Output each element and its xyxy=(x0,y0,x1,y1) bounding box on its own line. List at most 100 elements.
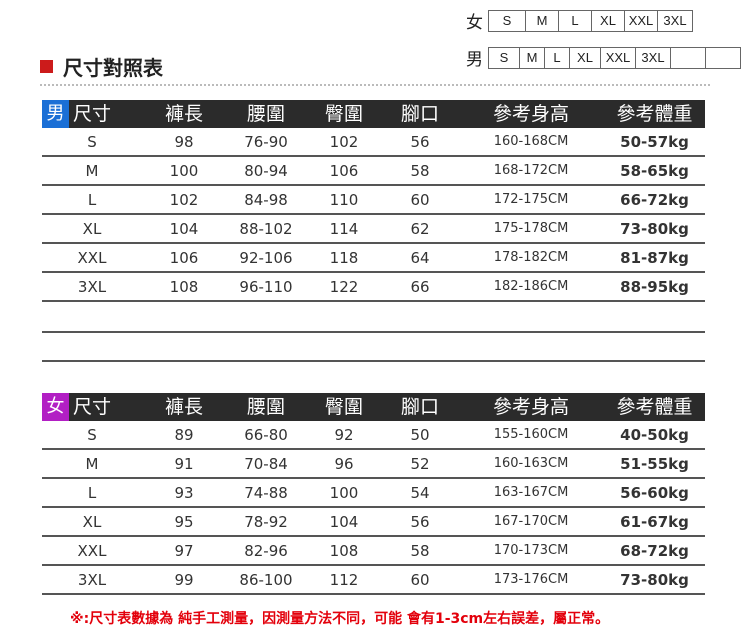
size-box: L xyxy=(559,10,592,31)
table-cell: 3XL xyxy=(77,570,107,589)
size-box: L xyxy=(545,47,570,68)
table-cell: 102 xyxy=(169,190,199,209)
column-header: 尺寸 xyxy=(72,103,111,125)
men-legend-label: 男 xyxy=(466,50,483,70)
table-cell: 84-98 xyxy=(244,190,288,209)
column-header: 腰圍 xyxy=(246,396,285,418)
table-row: S 89 66-80 92 50 155-160CM 40-50kg xyxy=(42,421,705,450)
table-cell: 56 xyxy=(410,512,430,531)
column-header: 臀圍 xyxy=(324,396,363,418)
table-cell: 160-168CM xyxy=(493,134,569,149)
women-size-legend: 女 S M L XL XXL 3XL xyxy=(466,8,693,33)
title-square-icon xyxy=(40,60,53,73)
table-cell: 93 xyxy=(174,483,194,502)
column-header: 參考體重 xyxy=(616,103,693,125)
table-cell: 61-67kg xyxy=(620,512,689,531)
table-cell: 167-170CM xyxy=(493,514,569,529)
table-cell: 114 xyxy=(329,219,359,238)
column-header: 腳口 xyxy=(400,103,439,125)
table-cell: 96-110 xyxy=(239,277,293,296)
table-cell: 56-60kg xyxy=(620,483,689,502)
table-cell: 60 xyxy=(410,570,430,589)
table-cell: 51-55kg xyxy=(620,454,689,473)
table-cell: 108 xyxy=(329,541,359,560)
table-cell: 40-50kg xyxy=(620,425,689,444)
table-cell: 62 xyxy=(410,219,430,238)
column-header: 腰圍 xyxy=(246,103,285,125)
table-cell: 81-87kg xyxy=(620,248,689,267)
table-cell: 80-94 xyxy=(244,161,288,180)
table-row: L 102 84-98 110 60 172-175CM 66-72kg xyxy=(42,186,705,215)
men-table-header: 男 尺寸 褲長 腰圍 臀圍 腳口 參考身高 參考體重 xyxy=(42,100,705,128)
men-size-legend: 男 S M L XL XXL 3XL xyxy=(466,45,741,70)
table-cell: 97 xyxy=(174,541,194,560)
table-cell: 182-186CM xyxy=(493,279,569,294)
women-legend-label: 女 xyxy=(466,13,483,33)
column-header: 尺寸 xyxy=(72,396,111,418)
size-box xyxy=(671,47,706,68)
table-cell: 170-173CM xyxy=(493,543,569,558)
size-box: M xyxy=(520,47,545,68)
table-cell: 100 xyxy=(169,161,199,180)
table-cell: 110 xyxy=(329,190,359,209)
men-tag: 男 xyxy=(42,100,69,128)
table-cell: 98 xyxy=(174,132,194,151)
size-box: XXL xyxy=(625,10,658,31)
table-row: XL 104 88-102 114 62 175-178CM 73-80kg xyxy=(42,215,705,244)
table-cell: 102 xyxy=(329,132,359,151)
table-cell: 74-88 xyxy=(244,483,288,502)
table-cell: 3XL xyxy=(77,277,107,296)
size-box: S xyxy=(489,47,520,68)
table-cell: 54 xyxy=(410,483,430,502)
table-row: XXL 106 92-106 118 64 178-182CM 81-87kg xyxy=(42,244,705,273)
table-cell: 66-80 xyxy=(244,425,288,444)
women-size-boxes: S M L XL XXL 3XL xyxy=(488,9,693,32)
table-cell: 78-92 xyxy=(244,512,288,531)
column-header: 腳口 xyxy=(400,396,439,418)
page-title: 尺寸對照表 xyxy=(40,52,163,81)
size-box xyxy=(706,48,740,68)
table-row: S 98 76-90 102 56 160-168CM 50-57kg xyxy=(42,128,705,157)
table-cell: 92-106 xyxy=(239,248,293,267)
table-cell: 92 xyxy=(334,425,354,444)
table-row: 3XL 108 96-110 122 66 182-186CM 88-95kg xyxy=(42,273,705,302)
column-header: 參考身高 xyxy=(492,103,569,125)
table-row: 3XL 99 86-100 112 60 173-176CM 73-80kg xyxy=(42,566,705,595)
table-cell: 56 xyxy=(410,132,430,151)
table-cell: XL xyxy=(82,512,102,531)
table-cell: S xyxy=(87,425,97,444)
table-cell: 89 xyxy=(174,425,194,444)
size-box: XXL xyxy=(601,47,636,68)
table-cell: 64 xyxy=(410,248,430,267)
table-cell: 73-80kg xyxy=(620,570,689,589)
table-cell: XL xyxy=(82,219,102,238)
men-size-boxes: S M L XL XXL 3XL xyxy=(488,46,741,69)
table-cell: 70-84 xyxy=(244,454,288,473)
table-cell: 168-172CM xyxy=(493,163,569,178)
table-row: M 100 80-94 106 58 168-172CM 58-65kg xyxy=(42,157,705,186)
table-cell: L xyxy=(87,483,97,502)
table-cell: 100 xyxy=(329,483,359,502)
divider-line xyxy=(42,331,705,333)
table-cell: 163-167CM xyxy=(493,485,569,500)
table-cell: 112 xyxy=(329,570,359,589)
size-box: S xyxy=(489,10,526,31)
size-box: XL xyxy=(570,47,601,68)
table-cell: 58 xyxy=(410,541,430,560)
table-cell: 88-95kg xyxy=(620,277,689,296)
table-cell: 108 xyxy=(169,277,199,296)
size-box: XL xyxy=(592,10,625,31)
table-cell: 88-102 xyxy=(239,219,293,238)
table-cell: 73-80kg xyxy=(620,219,689,238)
table-cell: 86-100 xyxy=(239,570,293,589)
table-cell: XXL xyxy=(77,248,107,267)
dotted-divider xyxy=(40,84,710,86)
table-cell: M xyxy=(85,161,99,180)
table-cell: L xyxy=(87,190,97,209)
column-header: 褲長 xyxy=(164,396,203,418)
title-text: 尺寸對照表 xyxy=(63,56,163,80)
table-cell: 91 xyxy=(174,454,194,473)
table-cell: 178-182CM xyxy=(493,250,569,265)
table-cell: 52 xyxy=(410,454,430,473)
